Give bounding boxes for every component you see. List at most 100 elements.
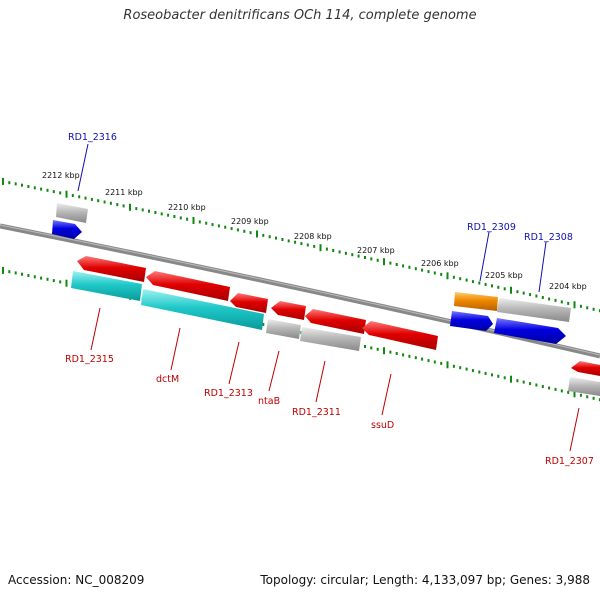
minor-tick [376, 258, 379, 262]
gene-rd1-2309-blue[interactable] [450, 311, 493, 331]
minor-tick [402, 353, 405, 357]
minor-tick [313, 244, 316, 248]
minor-tick [478, 370, 481, 374]
minor-tick [122, 204, 125, 208]
gene-rd1-2316-grey[interactable] [56, 203, 88, 223]
minor-tick [389, 350, 392, 354]
minor-tick [471, 280, 474, 284]
minor-tick [46, 188, 49, 192]
gene-rd1-2307-grey[interactable] [568, 377, 600, 396]
gene-rd1-2313-red[interactable] [230, 293, 268, 313]
gene-rd1-2308-grey[interactable] [497, 298, 571, 322]
minor-tick [408, 265, 411, 269]
minor-tick [262, 322, 265, 326]
minor-tick [433, 271, 436, 275]
gene-ssud-red[interactable] [362, 321, 438, 350]
minor-tick [364, 256, 366, 259]
minor-tick [78, 195, 81, 199]
minor-tick [414, 267, 417, 271]
minor-tick [541, 385, 544, 388]
minor-tick [217, 224, 220, 228]
genome-summary-text: Topology: circular; Length: 4,133,097 bp… [260, 573, 590, 587]
gene-ntab-red[interactable] [271, 301, 306, 320]
major-tick [573, 301, 576, 309]
major-tick [65, 190, 68, 198]
major-tick [383, 347, 385, 355]
gene-label-rd1-2313[interactable]: RD1_2313 [204, 388, 253, 399]
minor-tick [452, 364, 455, 368]
minor-tick [421, 357, 424, 361]
minor-tick [598, 309, 600, 313]
minor-tick [59, 191, 62, 195]
upper-strand-genes [52, 203, 571, 344]
gene-label-rd1-2316[interactable]: RD1_2316 [68, 132, 117, 143]
minor-tick [503, 376, 506, 380]
minor-tick [27, 185, 30, 188]
minor-tick [186, 217, 189, 221]
minor-tick [198, 220, 201, 224]
ruler-label: 2204 kbp [549, 282, 587, 291]
gene-rd1-2311-red[interactable] [305, 309, 366, 334]
minor-tick [141, 208, 144, 212]
gene-label-dctm[interactable]: dctM [156, 374, 179, 385]
minor-tick [268, 235, 271, 239]
gene-label-rd1-2309[interactable]: RD1_2309 [467, 222, 516, 233]
minor-tick [52, 190, 55, 194]
minor-tick [408, 354, 411, 358]
accession-text: Accession: NC_008209 [8, 573, 145, 587]
minor-tick [402, 264, 405, 268]
upper-gene-labels: RD1_2316 RD1_2309 RD1_2308 [68, 132, 573, 293]
minor-tick [243, 229, 246, 233]
gene-rd1-2315-cyan[interactable] [71, 271, 142, 301]
minor-tick [433, 360, 436, 364]
gene-dctm-red[interactable] [146, 271, 230, 301]
minor-tick [465, 367, 468, 371]
ruler-label: 2209 kbp [231, 217, 269, 226]
gene-label-rd1-2315[interactable]: RD1_2315 [65, 354, 114, 365]
minor-tick [262, 233, 265, 237]
major-tick [65, 279, 68, 287]
minor-tick [14, 271, 17, 275]
gene-rd1-2316-blue[interactable] [52, 220, 82, 239]
minor-tick [205, 221, 208, 225]
minor-tick [236, 228, 239, 232]
minor-tick [522, 291, 525, 295]
upper-tick-row [2, 177, 600, 313]
minor-tick [167, 213, 170, 217]
minor-tick [459, 277, 462, 281]
gene-label-ssud[interactable]: ssuD [371, 420, 394, 431]
minor-tick [484, 282, 487, 286]
minor-tick [8, 270, 11, 274]
minor-tick [471, 369, 474, 373]
minor-tick [179, 216, 182, 220]
minor-tick [414, 356, 417, 360]
minor-tick [548, 297, 551, 301]
minor-tick [592, 307, 595, 311]
gene-label-rd1-2307[interactable]: RD1_2307 [545, 456, 594, 467]
ruler-label: 2206 kbp [421, 259, 459, 268]
gene-rd1-2308-blue[interactable] [494, 318, 566, 344]
minor-tick [300, 242, 303, 246]
gene-rd1-2311-grey[interactable] [300, 327, 361, 351]
major-tick [510, 286, 512, 294]
gene-dctm-cyan[interactable] [141, 289, 264, 330]
minor-tick [516, 290, 519, 294]
minor-tick [541, 296, 544, 299]
lower-gene-labels: RD1_2315 dctM RD1_2313 ntaB RD1_2311 ssu… [65, 307, 594, 467]
minor-tick [491, 373, 493, 377]
gene-orange[interactable] [454, 292, 498, 311]
gene-label-rd1-2308[interactable]: RD1_2308 [524, 232, 573, 243]
gene-label-rd1-2311[interactable]: RD1_2311 [292, 407, 341, 418]
gene-rd1-2307-red[interactable] [571, 361, 600, 376]
ruler-label: 2211 kbp [105, 188, 143, 197]
minor-tick [160, 212, 163, 216]
minor-tick [452, 275, 455, 279]
minor-tick [21, 272, 23, 276]
gene-ntab-grey[interactable] [266, 319, 301, 339]
gene-label-ntab[interactable]: ntaB [258, 396, 280, 407]
minor-tick [224, 225, 227, 229]
gene-rd1-2315-red[interactable] [77, 256, 146, 282]
minor-tick [27, 274, 30, 277]
ruler-label: 2208 kbp [294, 232, 332, 241]
